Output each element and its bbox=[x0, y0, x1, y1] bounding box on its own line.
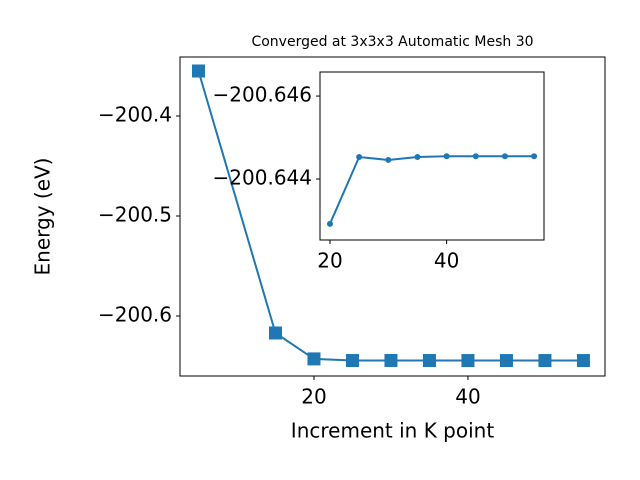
marker bbox=[499, 354, 513, 368]
marker bbox=[576, 354, 590, 368]
line bbox=[197, 70, 584, 362]
marker bbox=[501, 153, 508, 160]
marker bbox=[461, 354, 475, 368]
marker bbox=[538, 354, 552, 368]
chart-title: Converged at 3x3x3 Automatic Mesh 30 bbox=[251, 34, 533, 50]
x-tick-label: 20 bbox=[301, 385, 326, 409]
x-axis-label: Increment in K point bbox=[291, 419, 495, 443]
y-tick-label: −200.4 bbox=[98, 103, 172, 127]
x-tick-label: 40 bbox=[434, 249, 459, 273]
marker bbox=[422, 354, 436, 368]
x-tick-label: 40 bbox=[455, 385, 480, 409]
marker bbox=[414, 154, 421, 161]
marker bbox=[356, 154, 363, 161]
line bbox=[329, 155, 535, 225]
marker bbox=[268, 326, 282, 340]
marker bbox=[326, 220, 333, 227]
x-tick-label: 20 bbox=[317, 249, 342, 273]
marker bbox=[307, 352, 321, 366]
y-axis-label: Energy (eV) bbox=[31, 158, 55, 276]
marker bbox=[385, 156, 392, 163]
y-tick-label: −200.644 bbox=[213, 166, 312, 190]
marker bbox=[345, 354, 359, 368]
marker bbox=[443, 153, 450, 160]
marker bbox=[531, 153, 538, 160]
y-tick-label: −200.6 bbox=[98, 303, 172, 327]
marker bbox=[191, 64, 205, 78]
y-tick-label: −200.646 bbox=[213, 83, 312, 107]
y-tick-label: −200.5 bbox=[98, 203, 172, 227]
marker bbox=[384, 353, 398, 367]
marker bbox=[472, 153, 479, 160]
